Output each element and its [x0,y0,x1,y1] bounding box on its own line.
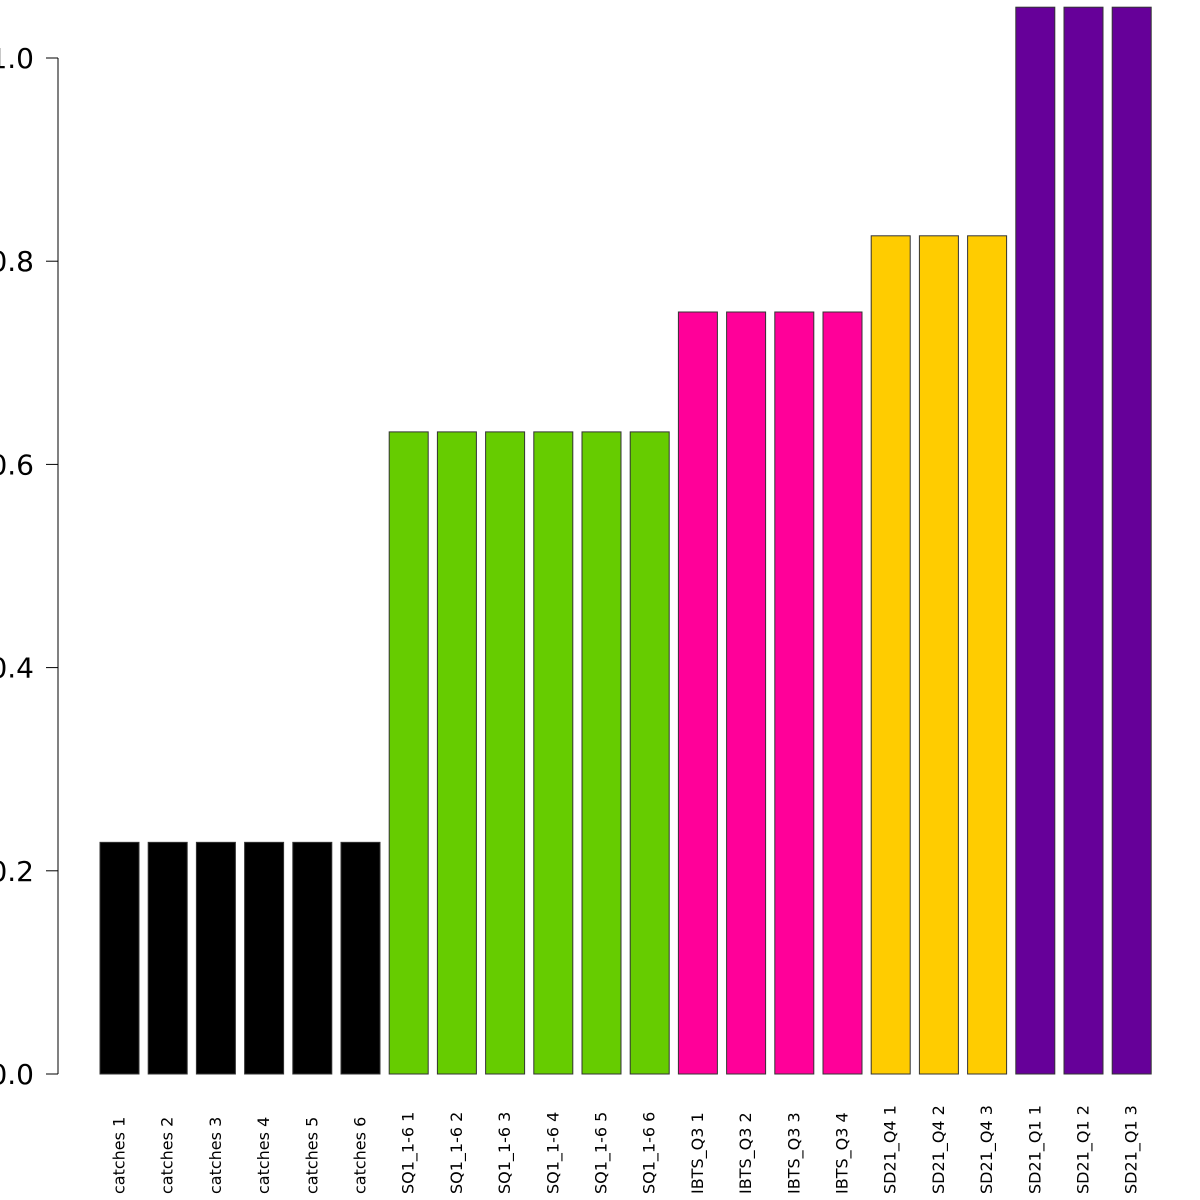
bar [918,235,959,1075]
x-tick-label: catches 4 [254,1117,273,1194]
bar [870,235,911,1075]
y-tick-label: 1.0 [0,42,34,75]
x-tick-label: SD21_Q4 1 [881,1105,901,1194]
x-tick-label: SD21_Q4 2 [929,1105,949,1194]
bar [967,235,1008,1075]
bar [726,311,767,1075]
bar [340,841,381,1075]
bar [436,431,477,1075]
y-tick-label: 0.4 [0,652,34,685]
bar [1015,6,1056,1075]
x-axis-labels: catches 1 catches 2 catches 3 catches 4 catc… [110,1105,1142,1194]
x-tick-label: SD21_Q1 2 [1074,1105,1094,1194]
x-tick-label: SD21_Q1 1 [1025,1105,1045,1194]
bar [581,431,622,1075]
x-tick-label: SQ1_1-6 1 [399,1112,419,1194]
x-tick-label: SQ1_1-6 4 [543,1112,563,1194]
bar [629,431,670,1075]
y-tick-label: 0.6 [0,448,34,481]
x-tick-label: catches 3 [206,1117,225,1194]
bar [485,431,526,1075]
x-tick-label: catches 5 [302,1117,321,1194]
bars [99,6,1152,1075]
x-tick-label: IBTS_Q3 2 [736,1112,756,1194]
bar [1063,6,1104,1075]
x-tick-label: SQ1_1-6 2 [447,1112,467,1194]
x-tick-label: SQ1_1-6 6 [640,1112,660,1194]
x-tick-label: SQ1_1-6 5 [592,1112,612,1194]
bar [388,431,429,1075]
bar [195,841,236,1075]
y-axis: 0.0 0.2 0.4 0.6 0.8 1.0 [0,42,59,1091]
x-tick-label: catches 1 [110,1117,129,1194]
bar [1111,6,1152,1075]
y-tick-label: 0.2 [0,855,34,888]
bar [292,841,333,1075]
x-tick-label: catches 2 [158,1117,177,1194]
x-tick-label: catches 6 [351,1117,370,1194]
bar [533,431,574,1075]
bar [147,841,188,1075]
x-tick-label: IBTS_Q3 1 [688,1112,708,1194]
x-tick-label: SD21_Q1 3 [1122,1105,1142,1194]
x-tick-label: SD21_Q4 3 [977,1105,997,1194]
y-tick-label: 0.0 [0,1058,34,1091]
bar [822,311,863,1075]
bar [677,311,718,1075]
x-tick-label: IBTS_Q3 4 [833,1112,853,1194]
bar [244,841,285,1075]
bar [99,841,140,1075]
x-tick-label: SQ1_1-6 3 [495,1112,515,1194]
y-tick-label: 0.8 [0,245,34,278]
x-tick-label: IBTS_Q3 3 [784,1112,804,1194]
bar [774,311,815,1075]
